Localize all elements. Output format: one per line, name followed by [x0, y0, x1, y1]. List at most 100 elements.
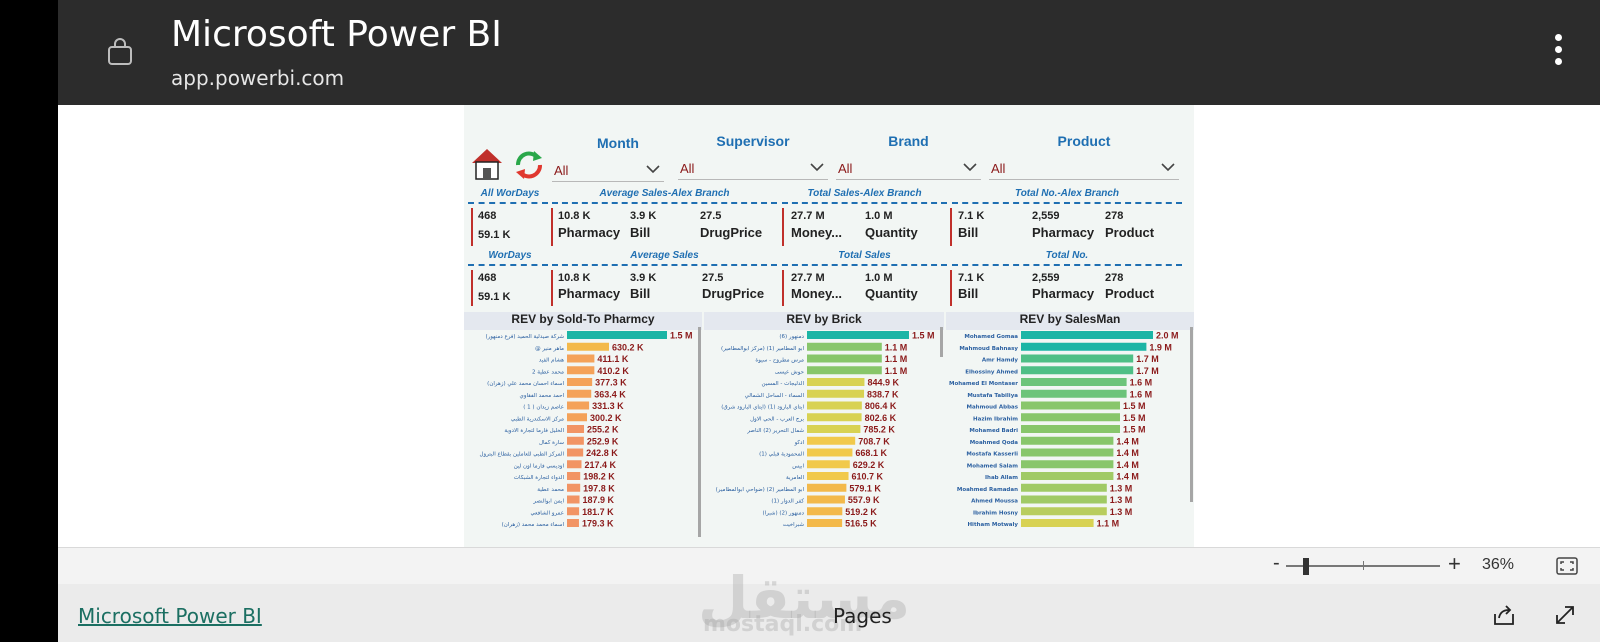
bar[interactable]	[1021, 495, 1107, 504]
bar[interactable]	[807, 448, 853, 457]
bar[interactable]	[807, 495, 845, 504]
chart-pharmacy[interactable]: شركة صيدلية الحميد (فرع دمنهور) 1.5 M @ ما…	[464, 327, 702, 547]
bar[interactable]	[567, 472, 581, 480]
bar[interactable]	[807, 483, 847, 492]
bar[interactable]	[1021, 389, 1127, 398]
refresh-icon[interactable]	[512, 149, 546, 181]
scrollbar[interactable]	[698, 327, 701, 537]
data-label: 610.7 K	[852, 472, 884, 482]
bar[interactable]	[807, 354, 882, 363]
bar[interactable]	[1021, 472, 1114, 480]
bar[interactable]	[567, 436, 584, 445]
zoom-bar: - + 36%	[58, 547, 1600, 584]
bar[interactable]	[807, 460, 850, 469]
bar[interactable]	[1021, 366, 1134, 375]
bar[interactable]	[567, 413, 588, 422]
bar[interactable]	[1021, 378, 1127, 386]
bar[interactable]	[1021, 354, 1134, 363]
category-label: Mahmoud Bahnasy	[959, 346, 1018, 352]
powerbi-link[interactable]: Microsoft Power BI	[78, 604, 262, 628]
category-label: Ihab Allam	[985, 475, 1018, 481]
count-pharmacy-value: 2,559	[1032, 272, 1060, 284]
bar[interactable]	[567, 331, 667, 339]
bar[interactable]	[807, 331, 909, 339]
bar[interactable]	[567, 389, 592, 398]
zoom-slider-thumb[interactable]	[1303, 558, 1309, 575]
month-dropdown[interactable]: All	[552, 159, 664, 182]
zoom-in-button[interactable]: +	[1448, 551, 1461, 576]
scrollbar[interactable]	[1190, 327, 1193, 502]
data-label: 1.5 M	[1123, 413, 1146, 423]
data-label: 197.8 K	[583, 483, 615, 493]
total-quantity-value: 1.0 M	[865, 272, 893, 284]
pages-button[interactable]: Pages	[833, 604, 892, 628]
data-label: 1.7 M	[1136, 354, 1159, 364]
bar[interactable]	[1021, 448, 1114, 457]
bar[interactable]	[1021, 401, 1120, 410]
category-label: @ ماهر منير	[535, 346, 564, 352]
bar[interactable]	[807, 389, 865, 398]
count-bill-label: Bill	[958, 225, 979, 240]
bar[interactable]	[567, 366, 595, 375]
avg-bill-value: 3.9 K	[630, 272, 657, 284]
bar[interactable]	[1021, 342, 1147, 351]
category-label: المحمودية قبلي (1)	[759, 452, 804, 458]
category-label: شمال التحرير (2) الناصر	[746, 428, 804, 434]
bar[interactable]	[567, 519, 579, 527]
bar[interactable]	[567, 448, 584, 457]
bar[interactable]	[807, 436, 856, 445]
fit-to-page-icon[interactable]	[1556, 557, 1578, 575]
expand-icon[interactable]	[1554, 604, 1576, 626]
bar[interactable]	[1021, 460, 1114, 469]
scrollbar[interactable]	[940, 327, 943, 357]
bar[interactable]	[1021, 413, 1120, 422]
bar[interactable]	[1021, 519, 1094, 527]
card-accent	[782, 208, 784, 246]
bar[interactable]	[807, 366, 882, 375]
data-label: 377.3 K	[595, 378, 627, 388]
divider	[782, 264, 947, 266]
bar[interactable]	[807, 519, 843, 527]
bar[interactable]	[1021, 331, 1153, 339]
home-icon[interactable]	[470, 147, 504, 181]
supervisor-dropdown[interactable]: All	[678, 157, 828, 180]
bar[interactable]	[807, 507, 843, 516]
bar[interactable]	[1021, 507, 1107, 516]
share-icon[interactable]	[1492, 604, 1516, 626]
zoom-out-button[interactable]: -	[1273, 552, 1280, 574]
chart-salesman[interactable]: Mohamed Gomaa 2.0 M Mahmoud Bahnasy 1.9 M Am…	[946, 327, 1194, 547]
category-label: Mohamed Gomaa	[964, 334, 1018, 340]
bar[interactable]	[807, 413, 862, 422]
watermark: مستقل	[698, 564, 911, 632]
data-label: 668.1 K	[855, 448, 887, 458]
more-options-icon[interactable]	[1548, 34, 1568, 70]
category-label: Ibrahim Hosny	[973, 510, 1018, 516]
bar[interactable]	[1021, 436, 1114, 445]
bar[interactable]	[567, 495, 580, 504]
shopping-bag-icon[interactable]	[106, 38, 134, 66]
bar[interactable]	[567, 401, 590, 410]
bar[interactable]	[567, 354, 595, 363]
bar[interactable]	[807, 401, 862, 410]
bar[interactable]	[567, 460, 582, 469]
brand-dropdown[interactable]: All	[836, 157, 981, 180]
bar[interactable]	[807, 472, 849, 480]
bar[interactable]	[567, 507, 580, 516]
category-label: Elhossiny Ahmed	[965, 369, 1018, 375]
bar[interactable]	[567, 425, 585, 433]
bar[interactable]	[807, 342, 882, 351]
section-title-all-workdays: All WorDays	[480, 188, 540, 199]
bar[interactable]	[1021, 425, 1120, 433]
bar[interactable]	[807, 425, 861, 433]
data-label: 363.4 K	[594, 389, 626, 399]
bar[interactable]	[567, 483, 581, 492]
data-label: 331.3 K	[592, 401, 624, 411]
product-dropdown[interactable]: All	[989, 157, 1179, 180]
bar[interactable]	[1021, 483, 1107, 492]
data-label: 198.2 K	[583, 472, 615, 482]
bar[interactable]	[567, 342, 610, 351]
category-label: الخليل فارما لتجارة الادوية	[504, 428, 564, 434]
chart-brick[interactable]: دمنهور (6) 1.5 M ابو المطامير (1) (مركز اب…	[704, 327, 944, 547]
bar[interactable]	[567, 378, 593, 386]
bar[interactable]	[807, 378, 865, 386]
